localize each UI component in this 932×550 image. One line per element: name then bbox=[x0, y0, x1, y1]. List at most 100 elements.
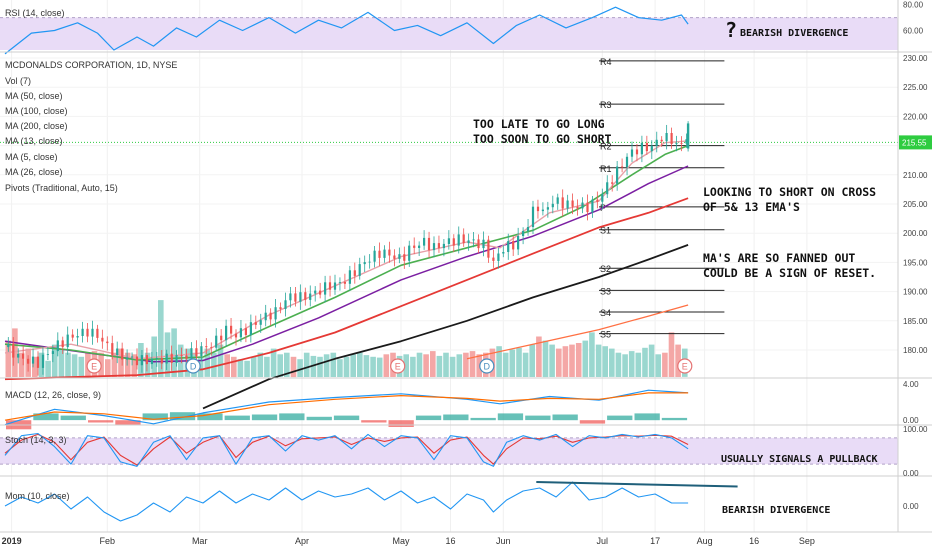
candle-body bbox=[442, 243, 445, 249]
macd-histogram-bar bbox=[88, 420, 114, 423]
candle-body bbox=[76, 336, 79, 338]
volume-bar bbox=[668, 332, 675, 377]
candle-body bbox=[388, 249, 391, 256]
volume-bar bbox=[562, 346, 569, 377]
volume-bar bbox=[370, 356, 376, 378]
volume-bar bbox=[423, 354, 429, 377]
ma200-line bbox=[466, 304, 689, 360]
current-price-tag-label: 215.55 bbox=[902, 138, 927, 147]
candle-body bbox=[665, 133, 668, 142]
candle-body bbox=[274, 307, 277, 320]
volume-bar bbox=[111, 352, 118, 377]
stoch-k-line bbox=[4, 432, 689, 467]
price-axis-label: 210.00 bbox=[903, 171, 928, 180]
candle-body bbox=[427, 237, 431, 251]
price-axis-label: 230.00 bbox=[903, 54, 928, 63]
candle-body bbox=[41, 354, 45, 368]
x-tick-label: 17 bbox=[650, 536, 660, 546]
volume-bar bbox=[250, 356, 257, 378]
candle-body bbox=[225, 325, 228, 341]
candle-body bbox=[368, 261, 371, 263]
candle-body bbox=[507, 241, 510, 252]
note-ema-cross: OF 5& 13 EMA'S bbox=[703, 200, 800, 214]
pivot-label: S5 bbox=[600, 330, 611, 340]
volume-bar bbox=[549, 344, 555, 377]
candle-body bbox=[635, 149, 639, 155]
candle-body bbox=[581, 202, 584, 209]
event-marker-label: E bbox=[91, 362, 97, 372]
x-tick-label: Apr bbox=[295, 536, 309, 546]
macd-label: MACD (12, 26, close, 9) bbox=[5, 390, 101, 400]
candle-body bbox=[101, 337, 104, 342]
macd-pane[interactable] bbox=[4, 389, 689, 430]
candle-body bbox=[358, 264, 361, 276]
candle-body bbox=[531, 206, 535, 227]
candle-body bbox=[487, 239, 490, 258]
volume-bar bbox=[237, 359, 244, 377]
pivot-label: S3 bbox=[600, 286, 611, 296]
candle-body bbox=[482, 239, 485, 249]
candle-body bbox=[234, 333, 238, 338]
candle-body bbox=[363, 262, 366, 265]
candle-body bbox=[522, 231, 525, 236]
event-marker[interactable] bbox=[479, 358, 495, 374]
note-too-late-long: TOO LATE TO GO LONG bbox=[473, 117, 605, 131]
volume-bar bbox=[32, 356, 38, 378]
stoch-pane[interactable] bbox=[0, 432, 898, 467]
candle-body bbox=[46, 354, 49, 355]
candle-body bbox=[621, 166, 624, 168]
stoch-d-line bbox=[4, 433, 689, 466]
macd-axis-label: 4.00 bbox=[903, 380, 919, 389]
price-axis-label: 185.00 bbox=[903, 317, 928, 326]
candle-body bbox=[185, 355, 188, 359]
rsi-pane[interactable] bbox=[0, 6, 898, 55]
volume-bar bbox=[303, 352, 310, 377]
volume-bar bbox=[662, 352, 668, 377]
candle-body bbox=[289, 293, 292, 301]
mom-label: Mom (10, close) bbox=[5, 491, 70, 501]
macd-histogram-bar bbox=[197, 413, 223, 421]
candle-body bbox=[561, 197, 564, 209]
legend-ma100: MA (100, close) bbox=[5, 106, 68, 116]
macd-histogram-bar bbox=[251, 414, 278, 421]
event-marker[interactable] bbox=[390, 358, 406, 374]
candle-body bbox=[126, 357, 129, 360]
volume-bar bbox=[542, 340, 549, 378]
event-marker[interactable] bbox=[677, 358, 693, 374]
candle-body bbox=[432, 243, 436, 251]
x-tick-label: Sep bbox=[799, 536, 815, 546]
candle-body bbox=[328, 282, 332, 290]
legend-pivots: Pivots (Traditional, Auto, 15) bbox=[5, 183, 118, 193]
candle-body bbox=[606, 182, 609, 195]
candle-body bbox=[418, 245, 421, 248]
volume-bar bbox=[158, 300, 164, 378]
macd-histogram-bar bbox=[579, 420, 606, 424]
candle-body bbox=[670, 133, 673, 144]
volume-bar bbox=[416, 352, 423, 377]
momentum-divergence-trendline bbox=[536, 481, 738, 488]
volume-bar bbox=[609, 348, 615, 377]
volume-bar bbox=[78, 356, 85, 378]
candle-body bbox=[175, 355, 178, 363]
candle-body bbox=[61, 340, 64, 348]
macd-histogram-bar bbox=[607, 415, 633, 421]
event-marker[interactable] bbox=[86, 358, 102, 374]
volume-bar bbox=[290, 356, 297, 378]
x-tick-label: Jul bbox=[597, 536, 609, 546]
price-axis-label: 195.00 bbox=[903, 258, 928, 267]
candle-body bbox=[36, 356, 40, 368]
candle-body bbox=[111, 343, 114, 356]
candle-body bbox=[601, 194, 604, 202]
event-marker[interactable] bbox=[185, 358, 201, 374]
macd-histogram-bar bbox=[60, 415, 86, 421]
candle-body bbox=[373, 250, 376, 262]
volume-bar bbox=[622, 354, 628, 377]
mom-pane[interactable] bbox=[4, 481, 738, 522]
candle-body bbox=[269, 312, 272, 320]
volume-bar bbox=[536, 336, 542, 377]
x-tick-label: Feb bbox=[100, 536, 116, 546]
macd-histogram-bar bbox=[470, 417, 496, 421]
stoch-label: Stoch (14, 3, 3) bbox=[5, 435, 67, 445]
